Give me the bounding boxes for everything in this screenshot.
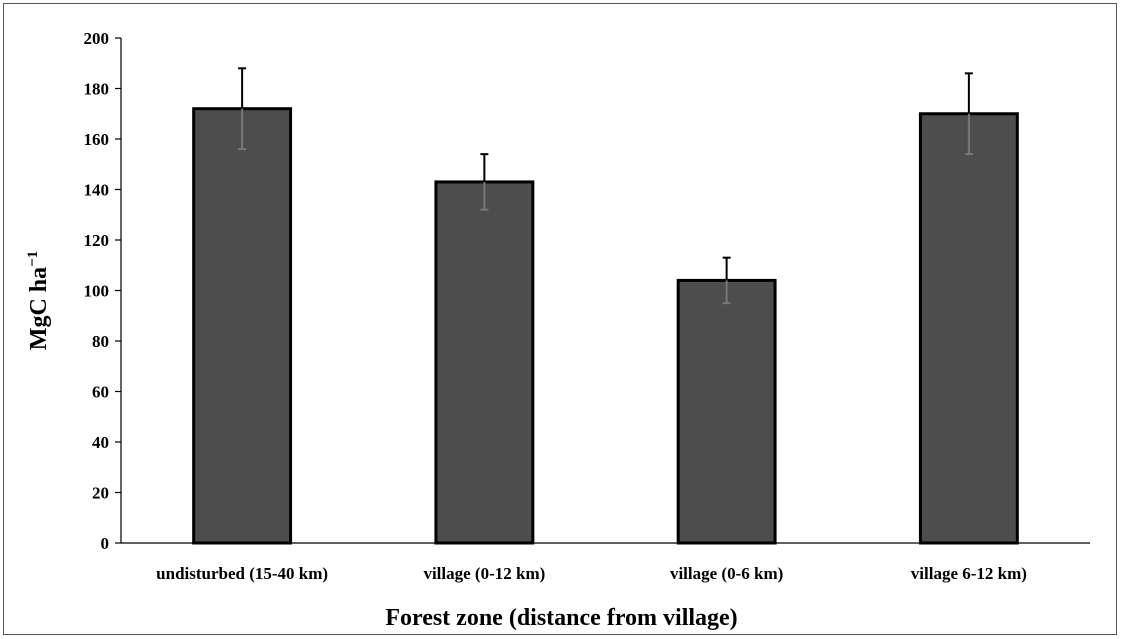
bar bbox=[918, 112, 1019, 545]
x-axis-title: Forest zone (distance from village) bbox=[385, 605, 737, 631]
x-tick-label: village (0-12 km) bbox=[423, 564, 545, 583]
error-bars-group bbox=[238, 67, 973, 305]
x-tick-label: village (0-6 km) bbox=[670, 564, 783, 583]
y-tick-label: 40 bbox=[92, 433, 109, 452]
y-tick-label: 80 bbox=[92, 332, 109, 351]
y-tick-label: 60 bbox=[92, 383, 109, 402]
y-tick-label: 200 bbox=[84, 29, 110, 48]
y-tick-label: 20 bbox=[92, 484, 109, 503]
y-axis-title-base: MgC ha bbox=[26, 267, 52, 350]
y-axis-title-superscript: −1 bbox=[25, 251, 41, 267]
y-axis-title: MgC ha−1 bbox=[25, 251, 52, 350]
x-tick-label: undisturbed (15-40 km) bbox=[156, 564, 328, 583]
bar bbox=[676, 278, 777, 545]
y-tick-label: 180 bbox=[84, 80, 110, 99]
y-tick-label: 100 bbox=[84, 282, 110, 301]
y-tick-label: 120 bbox=[84, 231, 110, 250]
y-axis-ticks: 0 20 40 60 80 100 120 140 160 180 200 bbox=[84, 29, 121, 553]
y-tick-label: 160 bbox=[84, 130, 110, 149]
y-tick-label: 140 bbox=[84, 181, 110, 200]
bars-group bbox=[192, 107, 1019, 545]
y-tick-label: 0 bbox=[101, 534, 110, 553]
x-axis-tick-labels: undisturbed (15-40 km) village (0-12 km) v… bbox=[156, 564, 1027, 583]
bar bbox=[192, 107, 293, 545]
bar bbox=[434, 180, 535, 545]
x-tick-label: village 6-12 km) bbox=[911, 564, 1027, 583]
